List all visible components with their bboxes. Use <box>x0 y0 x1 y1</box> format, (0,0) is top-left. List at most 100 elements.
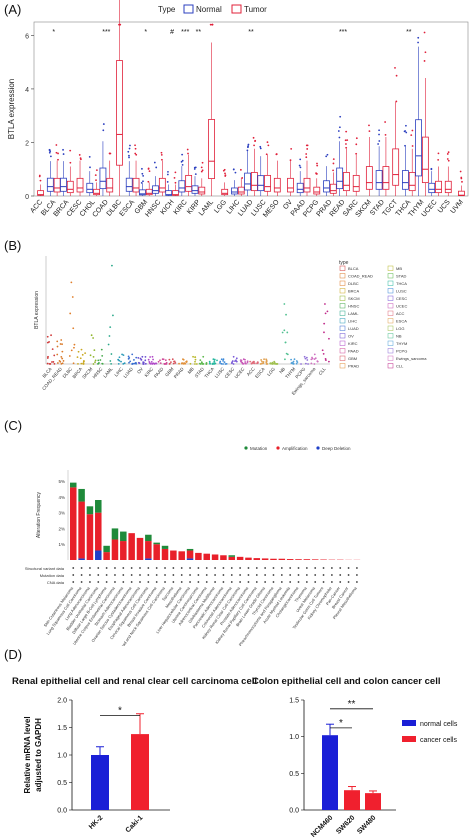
y-tick-label: 0.5 <box>289 771 299 778</box>
expression-point <box>199 359 202 361</box>
bar-amplification <box>111 539 119 560</box>
x-tick-label: NCM460 <box>310 814 335 839</box>
data-availability-dot <box>97 567 100 569</box>
tumor-outlier <box>222 169 225 172</box>
tumor-outlier <box>447 151 450 154</box>
data-availability-dot <box>89 581 91 583</box>
expression-point <box>46 335 49 338</box>
tumor-outlier <box>224 172 226 175</box>
expression-point <box>77 350 80 353</box>
data-availability-dot <box>322 574 325 576</box>
expression-peak-point <box>182 358 184 361</box>
bar-amplification <box>153 544 160 560</box>
data-availability-dot <box>239 567 242 569</box>
normal-outlier <box>142 180 144 183</box>
data-availability-dot <box>197 567 200 569</box>
bar-amplification <box>303 559 311 560</box>
expression-point <box>97 359 100 362</box>
expression-point <box>127 355 130 358</box>
normal-outlier <box>153 161 156 164</box>
legend-label: CESC <box>396 296 407 301</box>
expression-peak-point <box>273 360 276 363</box>
tumor-box <box>444 180 452 194</box>
data-availability-dot <box>339 567 342 569</box>
legend-label: THYM <box>396 341 407 346</box>
normal-outlier <box>337 130 340 132</box>
expression-point <box>72 362 75 365</box>
expression-point <box>108 335 111 337</box>
tumor-outlier <box>306 148 309 150</box>
expression-point <box>51 361 53 363</box>
expression-point <box>53 354 56 357</box>
bar-amplification <box>136 537 144 560</box>
expression-point <box>137 357 140 359</box>
tumor-outlier <box>368 130 371 133</box>
legend-swatch <box>339 280 346 286</box>
legend-swatch <box>387 280 394 286</box>
expression-point <box>135 356 138 359</box>
legend-label: PAAD <box>348 349 359 354</box>
data-availability-dot <box>297 581 300 583</box>
normal-outlier <box>155 166 158 169</box>
tumor-outlier <box>384 121 387 123</box>
tumor-outlier <box>289 159 292 162</box>
expression-point <box>272 362 275 365</box>
bar-mutation <box>186 548 194 551</box>
normal-outlier <box>128 147 131 150</box>
tumor-box <box>132 177 140 193</box>
panel-c-alteration-bars: Alteration Frequency 5% 4% 3% 2% 1% Mutation Am… <box>25 446 361 646</box>
tumor-box <box>287 177 294 193</box>
normal-box <box>244 172 252 191</box>
x-tick-label: STAD <box>194 366 206 379</box>
data-availability-dot <box>264 574 267 576</box>
data-availability-dot <box>105 574 108 576</box>
expression-point <box>93 349 96 351</box>
normal-outlier <box>338 136 341 139</box>
y-tick-label: 1% <box>58 542 65 547</box>
data-availability-dot <box>164 581 166 583</box>
x-tick-label: Caki-1 <box>125 814 145 834</box>
expression-point <box>168 358 171 361</box>
legend-swatch <box>339 288 346 294</box>
expression-point <box>231 361 233 364</box>
normal-outlier <box>141 172 144 175</box>
normal-outlier <box>259 145 262 148</box>
data-availability-dot <box>255 574 258 576</box>
normal-box <box>323 180 330 193</box>
expression-point <box>122 354 125 357</box>
bar-amplification <box>145 541 152 559</box>
expression-point <box>324 357 327 360</box>
legend-label: NB <box>396 334 402 339</box>
tumor-outlier <box>69 149 72 152</box>
expression-point <box>174 361 177 364</box>
expression-peak-point <box>111 264 113 267</box>
normal-outlier <box>194 173 197 176</box>
expression-point <box>56 353 59 356</box>
x-tick-label: LUAD <box>122 366 134 379</box>
x-tick-label: LAML <box>198 199 215 218</box>
significance-mark: ** <box>406 29 412 36</box>
legend-label: KIRC <box>348 341 358 346</box>
y-tick-label: 4% <box>58 495 65 500</box>
normal-outlier <box>102 129 105 132</box>
expression-peak-point <box>161 358 164 361</box>
tumor-outlier <box>395 100 398 103</box>
bar-mutation <box>228 555 236 557</box>
expression-point <box>77 362 79 365</box>
expression-point <box>250 362 253 365</box>
data-availability-dot <box>356 574 358 576</box>
expression-peak-point <box>212 358 215 361</box>
tumor-outlier <box>447 159 450 162</box>
y-axis-label: adjusted to GAPDH <box>34 718 43 792</box>
x-tick-label: BRCA <box>71 366 83 379</box>
data-availability-dot <box>280 567 283 569</box>
normal-box <box>60 177 67 192</box>
tumor-box <box>365 166 373 190</box>
normal-outlier <box>48 148 51 151</box>
tumor-box <box>408 172 416 192</box>
tumor-box <box>421 136 429 184</box>
data-availability-dot <box>89 567 91 569</box>
expression-point <box>153 363 156 365</box>
expression-point <box>328 360 330 363</box>
legend-label: STAD <box>396 274 406 279</box>
